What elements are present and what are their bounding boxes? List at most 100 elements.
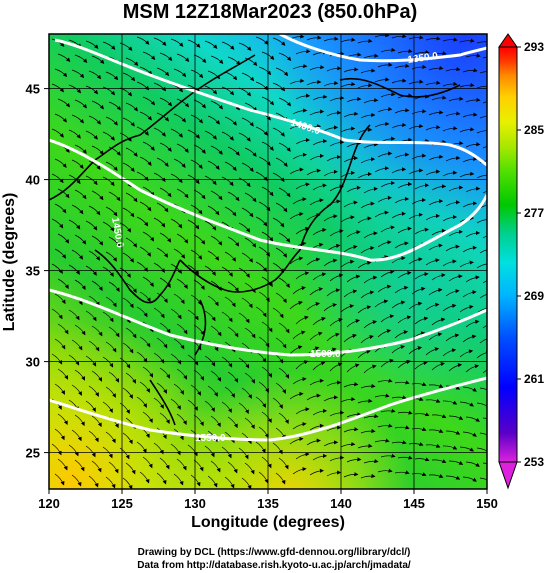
streamline-arrow [74,54,88,64]
streamline-arrow [136,441,147,454]
streamline-arrow [272,37,286,46]
geopotential-contours [49,34,487,442]
y-tick-label: 25 [26,446,40,461]
streamline-arrow [68,309,80,321]
streamline-arrow [51,308,63,320]
streamline-arrow [102,311,114,323]
streamline-arrow [275,247,287,258]
streamline-arrow [465,364,480,373]
streamline-arrow [125,57,139,67]
streamline-arrow [125,327,137,339]
streamline-arrow [360,383,376,389]
streamline-arrow [306,302,320,311]
streamline-arrow [363,275,378,284]
streamline-arrow [346,363,360,373]
streamline-arrow [241,252,253,263]
streamline-arrow [156,202,169,213]
streamline-arrow [125,237,137,248]
streamline-arrow [374,393,390,398]
streamline-arrow [244,417,255,430]
streamline-arrow [204,265,216,276]
streamline-arrow [221,86,235,96]
streamline-arrow [238,42,252,51]
streamline-arrow [482,56,487,59]
streamline-arrow [394,425,410,430]
streamline-arrow [391,345,405,354]
streamline-arrow [408,301,423,310]
streamline-arrow [425,347,440,356]
streamline-arrow [88,385,99,397]
streamline-arrow [54,383,65,395]
streamline-arrow [465,53,481,58]
streamline-arrow [91,370,103,382]
streamline-arrow [255,126,268,136]
streamline-arrow [159,97,173,107]
streamline-arrow [122,432,133,445]
streamline-arrow [88,160,101,170]
streamline-arrow [459,127,475,133]
streamline-arrow [465,230,481,238]
streamline-arrow [57,368,69,380]
streamline-arrow [105,341,117,353]
streamline-arrow [119,42,133,51]
streamline-arrow [207,160,220,170]
streamline-arrow [227,326,239,338]
streamline-arrow [411,153,427,160]
streamline-arrow [295,271,310,280]
streamline-arrow [54,158,67,168]
streamline-arrow [292,241,307,250]
streamline-arrow [445,155,461,162]
streamline-arrow [306,438,321,446]
colorbar-tick-label: 277 [524,206,544,220]
grid-lines [49,34,487,489]
streamline-arrow [91,280,103,291]
streamline-arrow [428,428,444,433]
streamline-arrow [459,38,475,43]
streamline-arrow [482,462,487,465]
streamline-arrow [289,256,304,265]
streamline-arrow [411,64,427,70]
streamline-arrow [244,147,257,157]
streamline-arrow [176,233,189,244]
streamline-arrow [289,78,305,85]
streamline-arrow [74,324,86,336]
streamline-arrow [227,461,238,474]
streamline-arrow [377,240,392,248]
streamline-arrow [156,337,168,349]
streamline-arrow [346,274,361,283]
streamline-arrow [224,206,237,217]
streamline-arrow [221,176,234,187]
streamline-arrow [142,411,153,424]
streamline-arrow [442,303,457,312]
contour-1550 [49,376,487,442]
streamline-arrow [108,326,120,338]
streamline-arrow [357,38,373,44]
streamline-arrow [187,264,199,275]
streamline-arrow [139,246,151,257]
streamline-arrow [442,170,458,177]
streamline-arrow [85,445,96,458]
streamline-arrow [340,215,355,223]
streamline-arrow [414,50,430,55]
streamline-arrow [142,276,154,287]
streamline-arrow [119,267,131,278]
streamline-arrow [360,68,376,74]
streamline-arrow [91,55,105,65]
credit-data: Data from http://database.rish.kyoto-u.a… [137,560,411,571]
streamline-arrow [91,415,102,428]
streamline-arrow [272,307,284,319]
streamline-arrow [462,68,478,73]
streamline-arrow [482,324,487,329]
streamline-arrow [190,159,203,169]
x-tick-label: 120 [38,496,60,511]
streamline-arrow [428,383,444,388]
streamline-arrow [425,169,441,176]
streamline-arrow [448,415,464,420]
streamline-arrow [224,296,236,308]
streamline-arrow [292,466,307,475]
streamline-arrow [136,306,148,318]
streamline-arrow [408,168,424,175]
streamline-arrow [357,216,372,224]
streamline-arrow [207,475,218,488]
coastlines [49,54,461,426]
